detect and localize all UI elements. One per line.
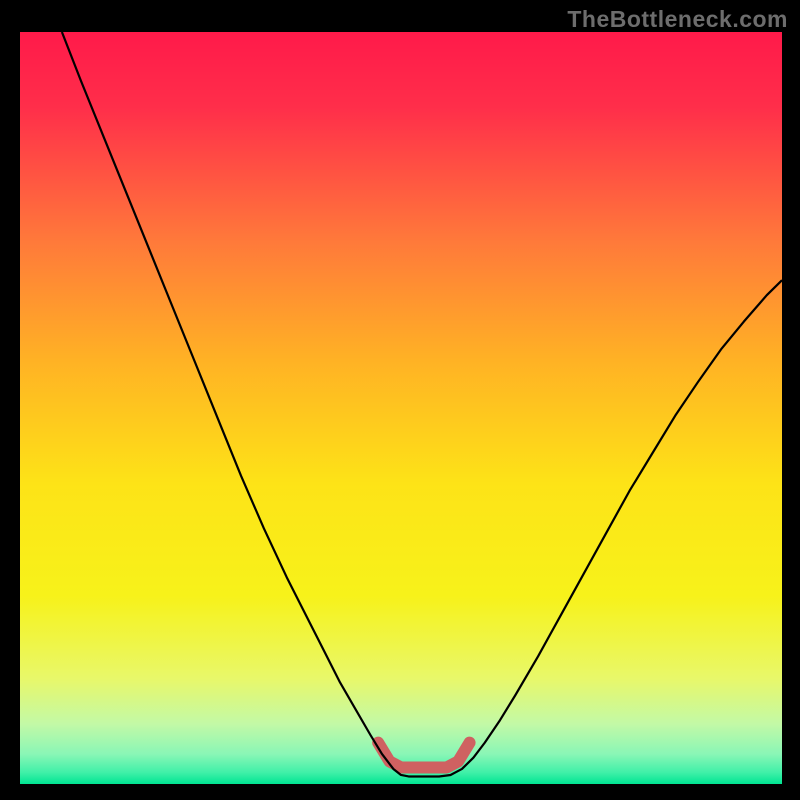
chart-container: TheBottleneck.com (0, 0, 800, 800)
plot-area (20, 32, 782, 784)
watermark-text: TheBottleneck.com (567, 6, 788, 33)
